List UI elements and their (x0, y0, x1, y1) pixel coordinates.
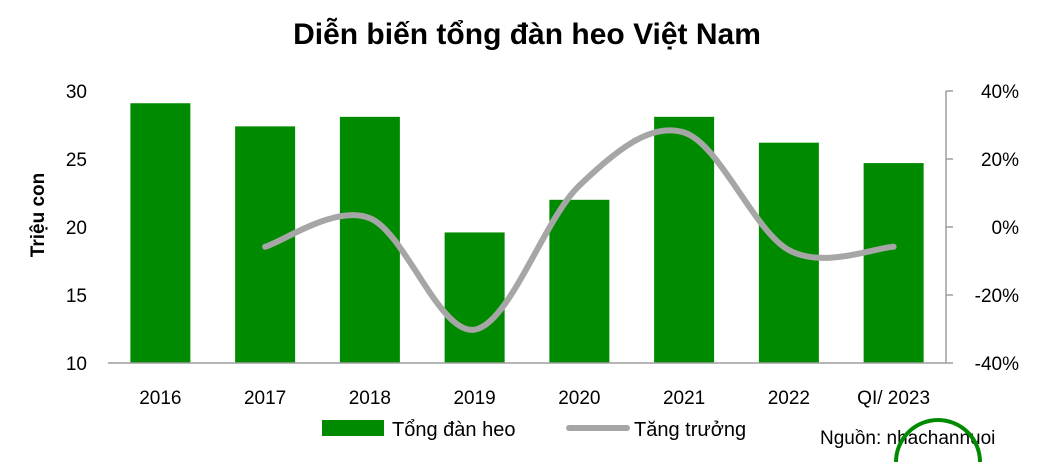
legend: Tổng đàn heo Tăng trưởng (322, 419, 746, 441)
right-axis-tick-marks (946, 90, 953, 364)
x-tick-label: 2020 (558, 388, 600, 409)
legend-label-tong-dan-heo: Tổng đàn heo (392, 419, 515, 441)
legend-label-tang-truong: Tăng trưởng (634, 419, 746, 441)
x-tick-label: 2018 (349, 388, 391, 409)
bar-series (130, 103, 924, 364)
left-tick-label: 30 (66, 82, 87, 103)
right-axis-ticks: -40% -20% 0% 20% 40% (975, 82, 1019, 375)
x-tick-label: 2017 (244, 388, 286, 409)
bar (339, 116, 400, 363)
x-tick-label: 2021 (663, 388, 705, 409)
chart-title: Diễn biến tổng đàn heo Việt Nam (293, 17, 761, 51)
x-tick-label: 2016 (139, 388, 181, 409)
right-tick-label: -40% (975, 354, 1019, 375)
bar (444, 232, 505, 363)
x-tick-label: 2022 (768, 388, 810, 409)
bar (549, 199, 610, 363)
legend-swatch-tong-dan-heo (322, 420, 384, 436)
source-note: Nguồn: nhachannuoi (820, 428, 995, 449)
right-tick-label: 0% (992, 218, 1020, 239)
x-tick-label: 2019 (453, 388, 495, 409)
bar (130, 103, 191, 364)
right-tick-label: 20% (981, 150, 1019, 171)
growth-line (262, 127, 897, 333)
left-axis-ticks: 10 15 20 25 30 (66, 82, 87, 375)
bar (654, 116, 715, 363)
x-axis-labels: 2016 2017 2018 2019 2020 2021 2022 QI/ 2023 (139, 388, 930, 409)
logo-arc (894, 418, 982, 462)
left-tick-label: 20 (66, 218, 87, 239)
bar (863, 163, 924, 363)
left-tick-label: 15 (66, 286, 87, 307)
left-tick-label: 10 (66, 354, 87, 375)
x-tick-label: QI/ 2023 (857, 388, 930, 409)
left-tick-label: 25 (66, 150, 87, 171)
y-axis-label: Triệu con (28, 173, 49, 257)
right-tick-label: 40% (981, 82, 1019, 103)
right-tick-label: -20% (975, 286, 1019, 307)
